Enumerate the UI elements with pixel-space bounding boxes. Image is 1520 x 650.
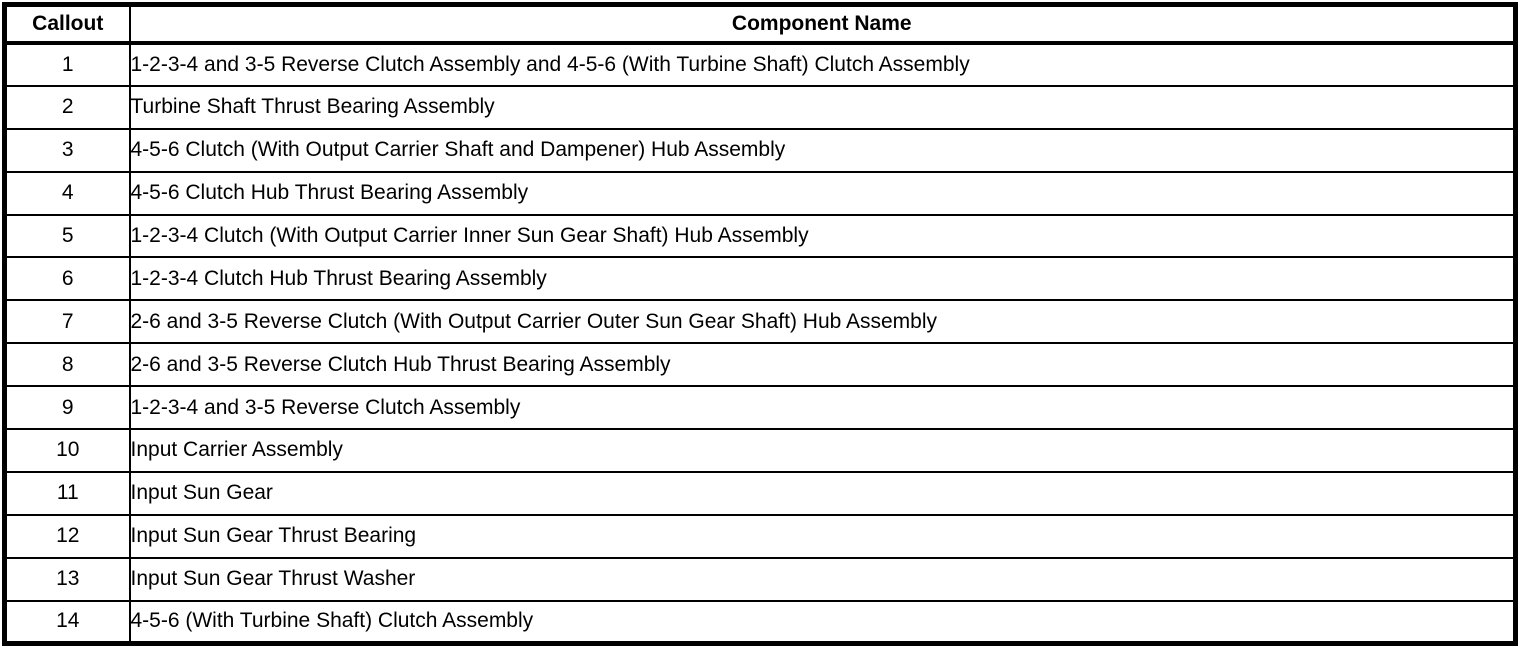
- table-row: 1 1-2-3-4 and 3-5 Reverse Clutch Assembl…: [3, 42, 1517, 87]
- header-callout: Callout: [3, 3, 131, 45]
- callout-cell: 6: [3, 256, 131, 302]
- callout-cell: 13: [3, 556, 131, 602]
- table-row: 8 2-6 and 3-5 Reverse Clutch Hub Thrust …: [3, 342, 1517, 388]
- component-name-cell: 1-2-3-4 Clutch Hub Thrust Bearing Assemb…: [128, 256, 1517, 302]
- component-name-cell: 1-2-3-4 and 3-5 Reverse Clutch Assembly: [128, 385, 1517, 431]
- callout-cell: 12: [3, 513, 131, 559]
- table-row: 6 1-2-3-4 Clutch Hub Thrust Bearing Asse…: [3, 256, 1517, 302]
- table-row: 10 Input Carrier Assembly: [3, 428, 1517, 473]
- callout-cell: 8: [3, 342, 131, 388]
- callout-cell: 5: [3, 213, 131, 259]
- header-row: Callout Component Name: [3, 3, 1517, 45]
- callout-cell: 9: [3, 385, 131, 431]
- table-row: 14 4-5-6 (With Turbine Shaft) Clutch Ass…: [3, 599, 1517, 645]
- callout-cell: 14: [3, 599, 131, 645]
- component-name-cell: 2-6 and 3-5 Reverse Clutch Hub Thrust Be…: [128, 342, 1517, 388]
- header-component-name: Component Name: [128, 3, 1517, 45]
- callout-cell: 4: [3, 170, 131, 216]
- table-row: 3 4-5-6 Clutch (With Output Carrier Shaf…: [3, 127, 1517, 173]
- callout-cell: 11: [3, 470, 131, 516]
- table-row: 11 Input Sun Gear: [3, 470, 1517, 516]
- component-name-cell: Input Carrier Assembly: [128, 428, 1517, 473]
- callout-cell: 2: [3, 84, 131, 130]
- component-name-cell: Input Sun Gear Thrust Washer: [128, 556, 1517, 602]
- component-name-cell: Turbine Shaft Thrust Bearing Assembly: [128, 84, 1517, 130]
- callout-cell: 7: [3, 299, 131, 345]
- table-row: 9 1-2-3-4 and 3-5 Reverse Clutch Assembl…: [3, 385, 1517, 431]
- table-row: 2 Turbine Shaft Thrust Bearing Assembly: [3, 84, 1517, 130]
- component-name-cell: 4-5-6 (With Turbine Shaft) Clutch Assemb…: [128, 599, 1517, 645]
- callout-cell: 3: [3, 127, 131, 173]
- callout-cell: 10: [3, 428, 131, 473]
- component-name-cell: Input Sun Gear: [128, 470, 1517, 516]
- table-row: 4 4-5-6 Clutch Hub Thrust Bearing Assemb…: [3, 170, 1517, 216]
- table-row: 7 2-6 and 3-5 Reverse Clutch (With Outpu…: [3, 299, 1517, 345]
- component-name-cell: 4-5-6 Clutch Hub Thrust Bearing Assembly: [128, 170, 1517, 216]
- table-row: 12 Input Sun Gear Thrust Bearing: [3, 513, 1517, 559]
- component-name-cell: 1-2-3-4 and 3-5 Reverse Clutch Assembly …: [128, 42, 1517, 87]
- callout-cell: 1: [3, 42, 131, 87]
- table-row: 5 1-2-3-4 Clutch (With Output Carrier In…: [3, 213, 1517, 259]
- component-name-cell: 2-6 and 3-5 Reverse Clutch (With Output …: [128, 299, 1517, 345]
- component-name-cell: 4-5-6 Clutch (With Output Carrier Shaft …: [128, 127, 1517, 173]
- component-name-cell: 1-2-3-4 Clutch (With Output Carrier Inne…: [128, 213, 1517, 259]
- component-name-cell: Input Sun Gear Thrust Bearing: [128, 513, 1517, 559]
- table-row: 13 Input Sun Gear Thrust Washer: [3, 556, 1517, 602]
